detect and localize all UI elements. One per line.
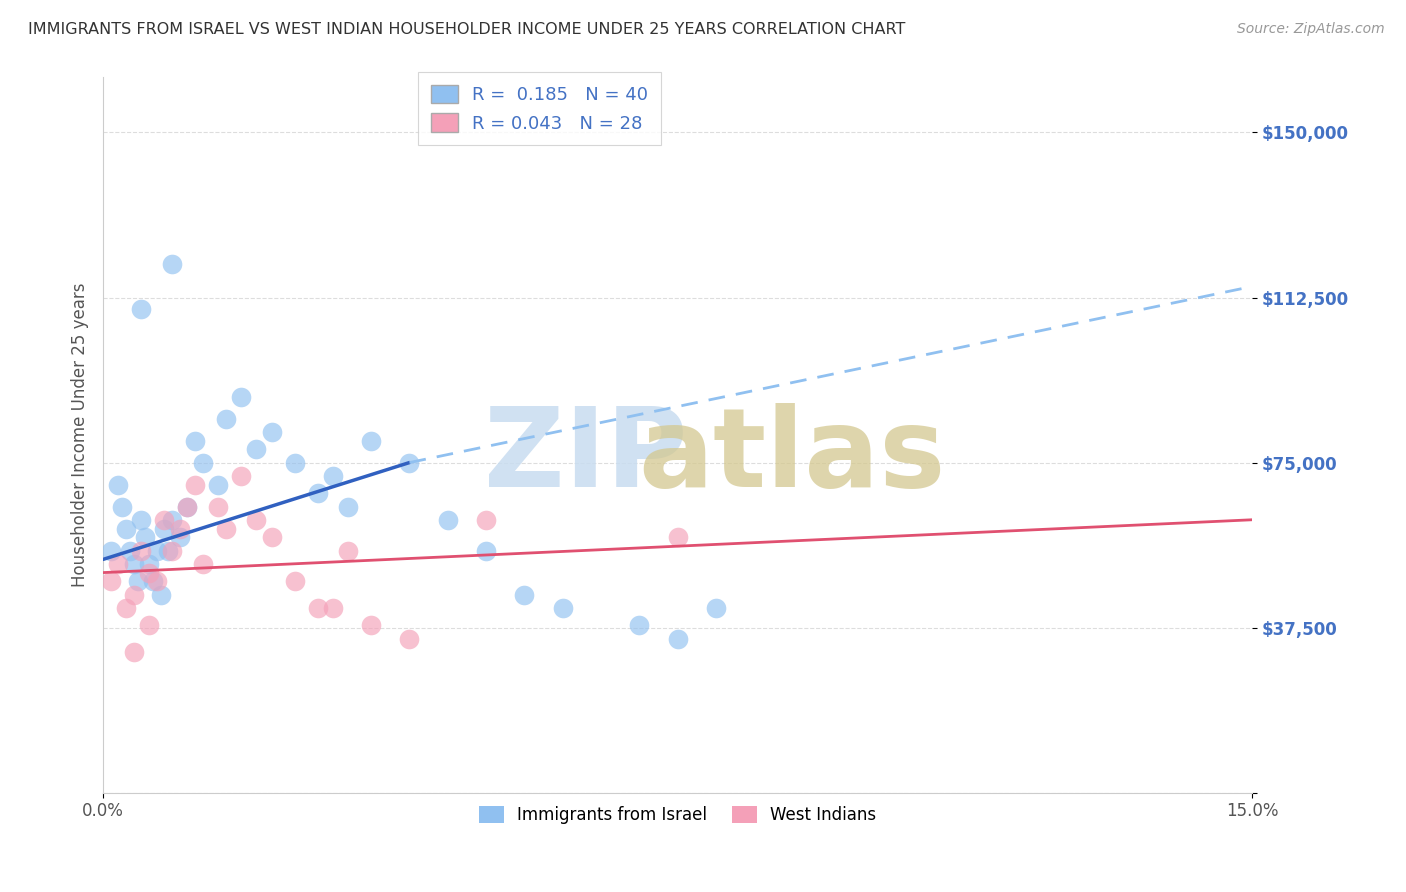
Text: IMMIGRANTS FROM ISRAEL VS WEST INDIAN HOUSEHOLDER INCOME UNDER 25 YEARS CORRELAT: IMMIGRANTS FROM ISRAEL VS WEST INDIAN HO…	[28, 22, 905, 37]
Point	[360, 618, 382, 632]
Point	[284, 574, 307, 589]
Text: Source: ZipAtlas.com: Source: ZipAtlas.com	[1237, 22, 1385, 37]
Point	[118, 543, 141, 558]
Legend: Immigrants from Israel, West Indians: Immigrants from Israel, West Indians	[468, 797, 886, 834]
Point	[100, 574, 122, 589]
Point	[360, 434, 382, 448]
Point	[138, 557, 160, 571]
Point	[191, 456, 214, 470]
Point	[131, 513, 153, 527]
Point	[122, 588, 145, 602]
Y-axis label: Householder Income Under 25 years: Householder Income Under 25 years	[72, 283, 89, 587]
Point	[666, 632, 689, 646]
Text: ZIP: ZIP	[484, 403, 688, 510]
Point	[229, 390, 252, 404]
Point	[337, 500, 360, 514]
Point	[149, 588, 172, 602]
Point	[628, 618, 651, 632]
Point	[131, 543, 153, 558]
Point	[398, 456, 420, 470]
Point	[138, 566, 160, 580]
Point	[307, 486, 329, 500]
Point	[307, 600, 329, 615]
Point	[138, 618, 160, 632]
Point	[157, 543, 180, 558]
Point	[134, 530, 156, 544]
Point	[322, 468, 344, 483]
Point	[145, 543, 167, 558]
Point	[436, 513, 458, 527]
Point	[475, 543, 498, 558]
Point	[107, 477, 129, 491]
Point	[322, 600, 344, 615]
Point	[153, 513, 176, 527]
Point	[111, 500, 134, 514]
Point	[475, 513, 498, 527]
Point	[122, 645, 145, 659]
Point	[145, 574, 167, 589]
Point	[245, 442, 267, 457]
Point	[215, 411, 238, 425]
Point	[115, 522, 138, 536]
Point	[176, 500, 198, 514]
Point	[551, 600, 574, 615]
Point	[191, 557, 214, 571]
Point	[169, 530, 191, 544]
Point	[160, 258, 183, 272]
Point	[704, 600, 727, 615]
Point	[142, 574, 165, 589]
Point	[207, 500, 229, 514]
Point	[260, 530, 283, 544]
Point	[131, 301, 153, 316]
Point	[184, 434, 207, 448]
Point	[337, 543, 360, 558]
Point	[122, 557, 145, 571]
Point	[284, 456, 307, 470]
Point	[153, 522, 176, 536]
Point	[229, 468, 252, 483]
Point	[245, 513, 267, 527]
Point	[160, 543, 183, 558]
Point	[160, 513, 183, 527]
Point	[184, 477, 207, 491]
Point	[115, 600, 138, 615]
Point	[176, 500, 198, 514]
Point	[260, 425, 283, 439]
Point	[398, 632, 420, 646]
Point	[207, 477, 229, 491]
Point	[127, 574, 149, 589]
Text: atlas: atlas	[638, 403, 946, 510]
Point	[215, 522, 238, 536]
Point	[107, 557, 129, 571]
Point	[513, 588, 536, 602]
Point	[666, 530, 689, 544]
Point	[100, 543, 122, 558]
Point	[169, 522, 191, 536]
